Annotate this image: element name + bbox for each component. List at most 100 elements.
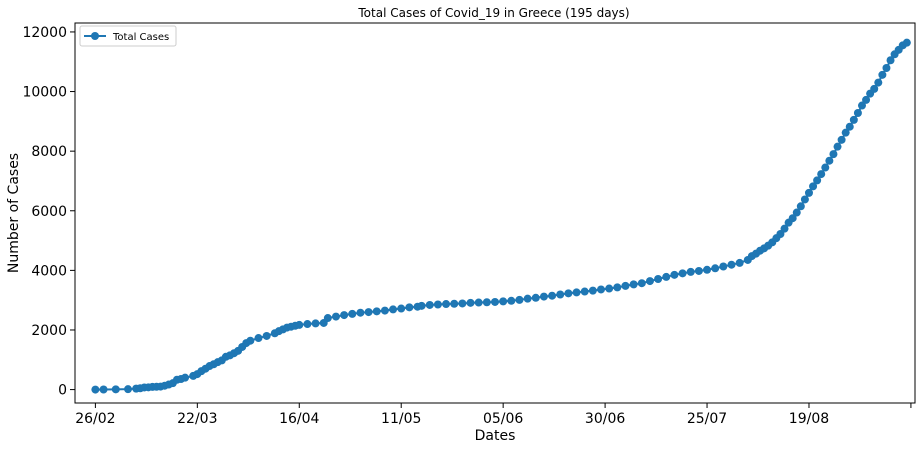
y-axis: 0 2000 4000 6000 8000 10000 12000 [22,25,75,399]
x-tick-label: 26/02 [75,411,115,427]
data-point [703,265,712,274]
data-point [878,70,887,79]
data-point [800,195,809,204]
series-layer [91,38,911,394]
data-point [813,176,822,185]
data-point [124,385,133,394]
y-tick-label: 8000 [31,144,67,160]
data-point [466,298,475,307]
data-point [548,291,557,300]
data-point [458,299,467,308]
data-point [686,267,695,276]
data-point [849,115,858,124]
data-point [727,260,736,269]
data-point [817,170,826,179]
data-point [474,298,483,307]
data-point [262,331,271,340]
data-point [417,301,426,310]
data-point [580,287,589,296]
data-point [857,101,866,110]
data-point [523,294,532,303]
data-point [837,135,846,144]
data-point [303,320,312,329]
data-point [882,64,891,73]
data-point [629,280,638,289]
legend-marker [91,32,99,40]
y-tick-label: 2000 [31,323,67,339]
data-point [870,84,879,93]
chart-title: Total Cases of Covid_19 in Greece (195 d… [357,6,629,20]
data-point [886,56,895,65]
data-point [588,286,597,295]
data-point [572,288,581,297]
data-point [380,306,389,315]
legend-box [79,25,177,47]
data-point [621,281,630,290]
legend: Total Cases [79,25,177,47]
x-tick-label: 22/03 [177,411,217,427]
y-axis-label: Number of Cases [6,153,22,273]
data-point [833,142,842,151]
data-point [780,224,789,233]
y-tick-label: 6000 [31,204,67,220]
y-tick-label: 4000 [31,263,67,279]
data-point [796,202,805,211]
data-point [397,304,406,313]
y-tick-label: 12000 [22,25,67,41]
x-axis: 26/02 22/03 16/04 11/05 05/06 30/06 25/07 19/08 [75,403,912,427]
x-tick-label: 19/08 [789,411,829,427]
data-point [556,290,565,299]
y-tick-label: 0 [58,383,67,399]
data-point [99,385,108,394]
data-point [348,309,357,318]
data-point [792,208,801,217]
y-tick-label: 10000 [22,85,67,101]
data-point [845,122,854,131]
x-tick-label: 11/05 [381,411,421,427]
data-point [491,297,499,306]
x-tick-label: 30/06 [585,411,625,427]
data-point [862,95,871,104]
data-point [645,277,654,286]
data-point [678,269,687,278]
data-point [531,293,540,302]
data-point [254,334,263,343]
data-point [735,258,744,267]
data-point [874,78,883,87]
data-point [372,307,381,316]
data-point [902,38,911,47]
data-point [295,320,304,329]
data-point [507,296,516,305]
data-point [323,314,332,323]
data-point [597,285,606,294]
data-point [91,385,100,394]
data-point [605,284,614,293]
data-point [340,311,349,320]
x-tick-label: 05/06 [483,411,523,427]
data-point [482,298,491,307]
data-point [389,305,398,314]
plot-border [74,22,916,404]
data-point [356,308,365,317]
data-point [311,319,320,328]
data-point [111,385,120,394]
data-point [821,163,830,172]
data-point [804,188,813,197]
data-point [450,299,459,308]
x-axis-label: Dates [475,428,516,444]
data-point [181,373,190,382]
data-point [331,312,340,321]
data-point [841,128,850,137]
data-point [694,266,703,275]
data-point [442,300,451,309]
data-point [433,300,442,309]
data-point [425,300,434,309]
data-point [405,303,414,312]
legend-label: Total Cases [112,32,169,43]
data-point [853,109,862,118]
data-point [711,264,720,273]
data-point [829,150,838,159]
data-point [246,336,255,345]
data-point [564,289,573,298]
data-point [637,279,646,288]
